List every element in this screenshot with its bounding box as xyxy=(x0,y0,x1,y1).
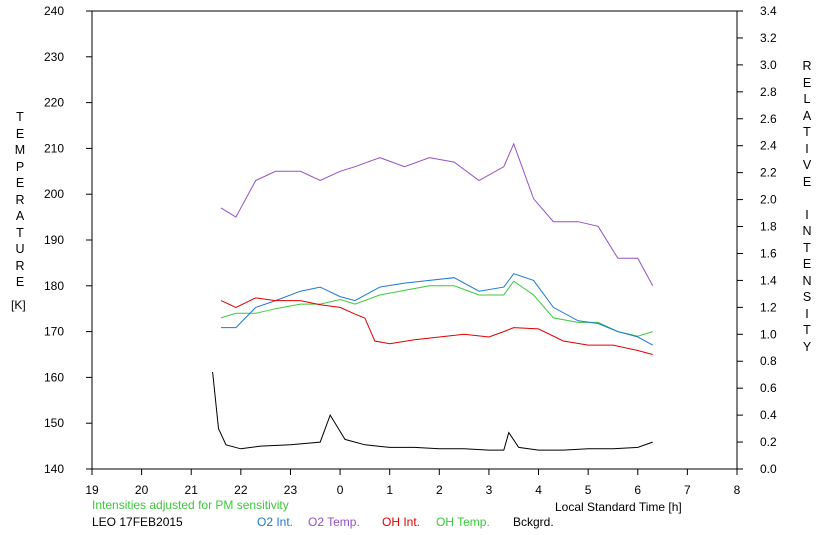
series-layer xyxy=(212,142,654,451)
x-axis-label: Local Standard Time [h] xyxy=(555,500,682,514)
right-y-tick-label: 2.4 xyxy=(760,139,777,153)
left-y-axis-label-letter: M xyxy=(14,143,26,157)
right-y-axis-label-letter: N xyxy=(802,273,812,288)
right-y-tick-label: 1.4 xyxy=(760,273,777,287)
left-y-tick-label: 150 xyxy=(44,416,64,430)
right-y-tick-label: 0.6 xyxy=(760,381,777,395)
right-y-axis-label-letter: R xyxy=(802,59,812,73)
left-y-tick-label: 240 xyxy=(44,4,64,18)
right-y-axis-label-letter: E xyxy=(802,257,812,271)
series-oh-temp-line xyxy=(220,280,653,337)
right-y-axis-label-letter: T xyxy=(803,323,811,337)
series-bckgrd-line xyxy=(212,371,653,451)
legend-item: O2 Temp. xyxy=(308,515,360,529)
left-y-tick-label: 220 xyxy=(44,96,64,110)
right-y-axis-label-letter: V xyxy=(802,158,812,172)
series-o2-temp-line xyxy=(220,142,654,287)
left-y-tick-label: 200 xyxy=(44,187,64,201)
legend-item: O2 Int. xyxy=(257,515,294,529)
right-y-axis-label-letter: Y xyxy=(802,339,812,354)
right-y-tick-label: 2.2 xyxy=(760,166,777,180)
x-tick-label: 5 xyxy=(585,483,592,497)
x-tick-label: 8 xyxy=(734,483,741,497)
x-tick-label: 0 xyxy=(337,483,344,497)
right-y-tick-label: 2.0 xyxy=(760,193,777,207)
right-y-tick-label: 2.8 xyxy=(760,85,777,99)
plot-frame xyxy=(91,10,738,470)
x-tick-label: 21 xyxy=(185,483,199,497)
legend-item: OH Temp. xyxy=(436,515,490,529)
left-y-axis-label-letter: A xyxy=(15,209,25,223)
left-y-tick-label: 140 xyxy=(44,462,64,476)
right-y-tick-label: 1.8 xyxy=(760,220,777,234)
right-y-axis-label-letter: N xyxy=(802,224,812,238)
left-y-axis-unit: [K] xyxy=(11,298,26,312)
right-y-tick-label: 0.4 xyxy=(760,408,777,422)
sensitivity-note: Intensities adjusted for PM sensitivity xyxy=(92,498,289,512)
left-y-tick-label: 170 xyxy=(44,325,64,339)
right-y-axis-label-letter: A xyxy=(802,108,812,123)
right-y-axis-label-letter: I xyxy=(805,141,809,156)
right-y-tick-label: 3.2 xyxy=(760,31,777,45)
series-oh-int-line xyxy=(220,297,653,355)
x-tick-label: 19 xyxy=(85,483,99,497)
x-tick-label: 6 xyxy=(634,483,641,497)
left-y-tick-label: 230 xyxy=(44,50,64,64)
right-y-tick-label: 3.0 xyxy=(760,58,777,72)
x-tick-label: 7 xyxy=(684,483,691,497)
x-tick-label: 2 xyxy=(436,483,443,497)
right-y-axis-ticks: 0.0 0.2 0.4 0.6 0.8 1.0 1.2 1.4 1.6 1.8 2.0 2.2 2.4 2… xyxy=(737,4,777,476)
right-y-tick-label: 0.2 xyxy=(760,435,777,449)
right-y-axis-label-letter: E xyxy=(802,174,812,189)
right-y-axis-label-letter: I xyxy=(805,207,809,222)
x-tick-label: 22 xyxy=(234,483,248,497)
left-y-axis-label-letter: E xyxy=(15,176,25,190)
left-y-axis-label-letter: E xyxy=(15,275,25,289)
right-y-axis-label-letter: I xyxy=(805,306,809,321)
left-y-axis-label-letter: T xyxy=(16,110,24,124)
left-y-axis-ticks: 140 150 160 170 180 190 200 210 220 230 240 xyxy=(44,4,92,476)
x-tick-label: 23 xyxy=(284,483,298,497)
series-o2-int-line xyxy=(221,273,653,346)
left-y-axis-label-letter: U xyxy=(15,242,25,256)
right-y-axis-label-letter: T xyxy=(803,240,811,255)
legend-item: Bckgrd. xyxy=(513,515,554,529)
left-y-tick-label: 160 xyxy=(44,370,64,384)
right-y-axis-label-letter: T xyxy=(803,125,811,139)
left-y-axis-label-letter: T xyxy=(16,225,24,240)
x-tick-label: 3 xyxy=(486,483,493,497)
left-y-tick-label: 190 xyxy=(44,233,64,247)
right-y-axis-label-letter: E xyxy=(802,75,812,90)
right-y-tick-label: 1.2 xyxy=(760,300,777,314)
x-axis-ticks: 19 20 21 22 23 0 1 2 3 4 5 6 7 8 xyxy=(85,469,741,497)
right-y-tick-label: 1.6 xyxy=(760,246,777,260)
right-y-axis-label-letter: S xyxy=(802,290,812,304)
left-y-tick-label: 210 xyxy=(44,141,64,155)
station-date: LEO 17FEB2015 xyxy=(92,515,183,529)
x-tick-label: 20 xyxy=(135,483,149,497)
x-tick-label: 1 xyxy=(386,483,393,497)
left-y-tick-label: 180 xyxy=(44,279,64,293)
right-y-tick-label: 0.0 xyxy=(760,462,777,476)
left-y-axis-label-letter: R xyxy=(15,192,25,207)
right-y-tick-label: 2.6 xyxy=(760,112,777,126)
left-y-axis-label-letter: E xyxy=(15,126,25,141)
right-y-axis-label-letter: L xyxy=(803,92,811,106)
right-y-tick-label: 3.4 xyxy=(760,4,777,18)
right-y-axis-label-letter xyxy=(797,190,817,207)
left-y-axis-label-letter: R xyxy=(15,258,25,273)
right-y-tick-label: 0.8 xyxy=(760,354,777,368)
left-y-axis-label-letter: P xyxy=(15,159,25,174)
x-tick-label: 4 xyxy=(535,483,542,497)
right-y-tick-label: 1.0 xyxy=(760,327,777,341)
legend-item: OH Int. xyxy=(382,515,421,529)
